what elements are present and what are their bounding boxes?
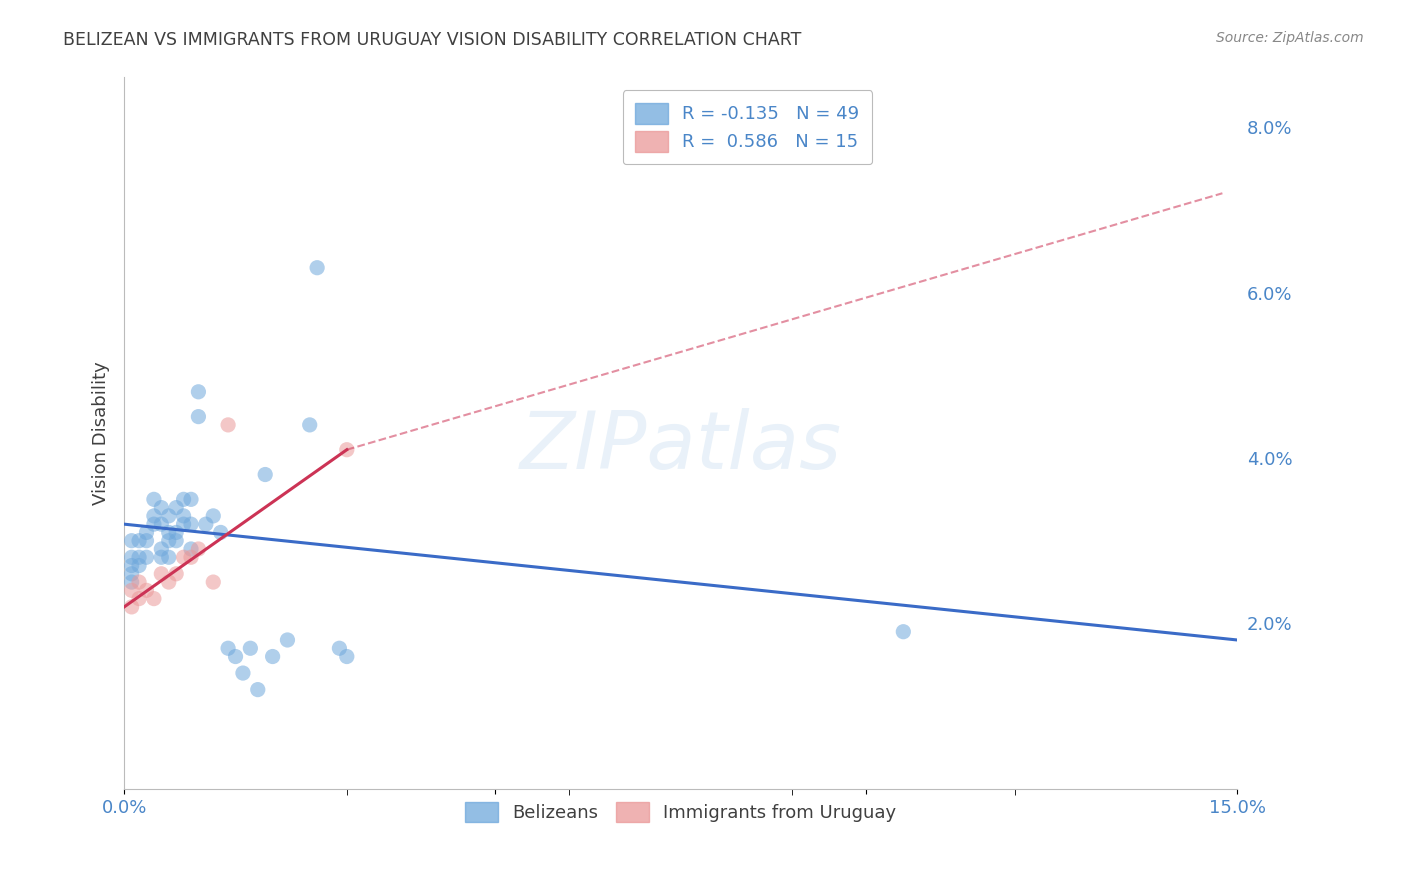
Point [173,492,195,507]
Y-axis label: Vision Disability: Vision Disability [93,361,110,505]
Point [262,649,284,664]
Point [307,260,329,275]
Point [150,541,173,556]
Point [180,541,202,556]
Point [246,682,269,697]
Point [121,566,143,581]
Point [202,575,225,590]
Point [202,508,225,523]
Point [142,508,165,523]
Point [180,550,202,565]
Point [254,467,277,482]
Point [298,417,321,432]
Point [157,508,180,523]
Text: BELIZEAN VS IMMIGRANTS FROM URUGUAY VISION DISABILITY CORRELATION CHART: BELIZEAN VS IMMIGRANTS FROM URUGUAY VISI… [63,31,801,49]
Point [121,558,143,573]
Point [128,591,150,606]
Point [135,583,157,598]
Point [336,649,359,664]
Point [336,442,359,457]
Point [150,550,173,565]
Point [128,533,150,548]
Point [276,632,298,647]
Point [157,550,180,565]
Point [157,525,180,540]
Point [165,500,187,515]
Point [173,508,195,523]
Point [142,591,165,606]
Point [225,649,247,664]
Point [121,550,143,565]
Point [180,517,202,532]
Point [187,541,209,556]
Point [142,492,165,507]
Point [135,550,157,565]
Point [135,525,157,540]
Point [157,575,180,590]
Point [187,384,209,399]
Point [157,533,180,548]
Point [232,666,254,681]
Point [128,550,150,565]
Point [194,517,217,532]
Text: Source: ZipAtlas.com: Source: ZipAtlas.com [1216,31,1364,45]
Point [142,517,165,532]
Point [165,533,187,548]
Point [217,417,239,432]
Text: ZIPatlas: ZIPatlas [520,409,842,486]
Point [128,558,150,573]
Point [239,641,262,656]
Point [121,583,143,598]
Point [121,533,143,548]
Point [135,533,157,548]
Point [891,624,914,639]
Point [121,575,143,590]
Legend: Belizeans, Immigrants from Uruguay: Belizeans, Immigrants from Uruguay [458,795,904,830]
Point [180,492,202,507]
Point [128,575,150,590]
Point [187,409,209,424]
Point [165,566,187,581]
Point [165,525,187,540]
Point [209,525,232,540]
Point [150,500,173,515]
Point [328,641,350,656]
Point [217,641,239,656]
Point [121,599,143,614]
Point [173,550,195,565]
Point [150,566,173,581]
Point [173,517,195,532]
Point [150,517,173,532]
